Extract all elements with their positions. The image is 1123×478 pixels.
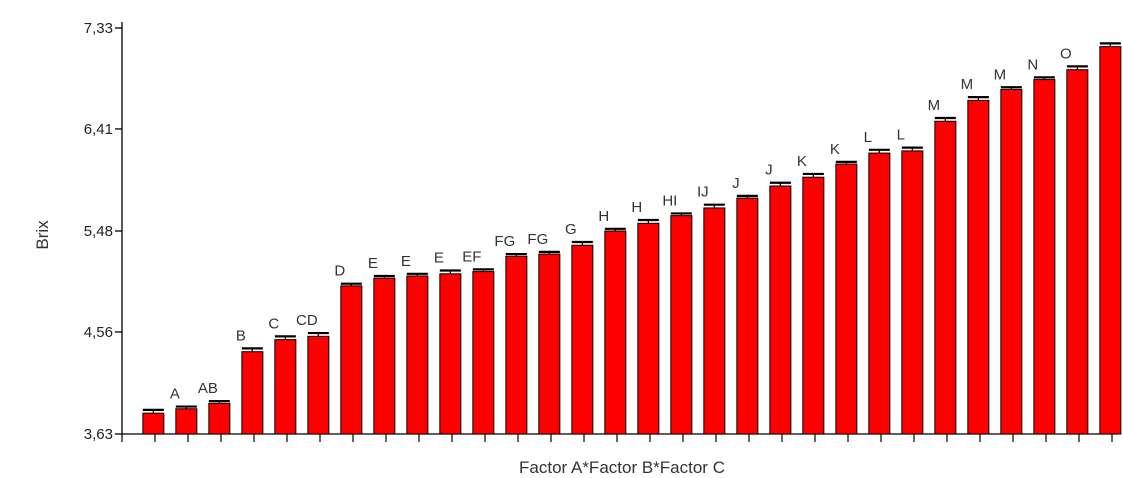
letter-background [491, 232, 518, 251]
significance-letter: H [598, 208, 609, 225]
significance-letter: G [565, 221, 577, 238]
letter-background [794, 151, 810, 170]
letter-background [365, 253, 381, 272]
letter-background [167, 384, 183, 403]
bar [175, 408, 198, 435]
bar [373, 277, 396, 435]
letter-background [266, 314, 282, 333]
significance-letter: J [765, 162, 773, 179]
bar [406, 275, 429, 435]
bar [670, 215, 693, 435]
letter-background [194, 379, 221, 398]
y-axis-title: Brix [33, 220, 52, 250]
bar [208, 402, 231, 435]
significance-letter: IJ [697, 184, 709, 201]
letter-background [332, 261, 348, 280]
y-tick-label: 7,33 [84, 20, 113, 37]
letter-background [431, 248, 447, 267]
significance-letter: N [1027, 56, 1038, 73]
plot-area: 3,63 4,56 5,48 6,41 7,33 A AB B C CD D E E E EF FG FG G H H… [84, 20, 1122, 443]
bar [1033, 79, 1056, 435]
bar [142, 412, 165, 435]
bar [604, 230, 627, 435]
bar [505, 255, 528, 435]
bar [769, 185, 792, 435]
significance-letter: E [368, 255, 378, 272]
significance-letter: EF [462, 248, 481, 265]
significance-letter: FG [494, 233, 515, 250]
letter-background [926, 95, 942, 114]
x-axis-title: Factor A*Factor B*Factor C [519, 458, 725, 477]
bar [967, 99, 990, 435]
y-tick-label: 6,41 [84, 121, 113, 138]
letter-background [293, 311, 320, 330]
y-tick-label: 4,56 [84, 324, 113, 341]
significance-letter: M [994, 66, 1007, 83]
letter-background [1025, 55, 1041, 74]
bar [934, 120, 957, 435]
significance-letter: L [897, 127, 905, 144]
letter-background [860, 127, 876, 146]
bar [472, 271, 495, 435]
bar [637, 222, 660, 435]
significance-letter: HI [662, 192, 677, 209]
bar [835, 163, 858, 435]
letter-background [1058, 44, 1074, 63]
significance-letter: C [268, 315, 279, 332]
significance-letter: FG [527, 231, 548, 248]
letter-background [524, 229, 551, 248]
letter-background [458, 247, 485, 266]
bar [868, 152, 891, 435]
bar [340, 285, 363, 435]
letter-background [629, 198, 645, 217]
significance-letter: E [401, 253, 411, 270]
significance-letter: AB [198, 380, 218, 397]
significance-letter: CD [296, 312, 318, 329]
letter-background [656, 191, 683, 210]
letter-background [893, 125, 909, 144]
significance-letter: A [170, 386, 180, 403]
bar [901, 150, 924, 435]
bar [736, 197, 759, 435]
letter-background [728, 173, 744, 192]
letter-background [233, 326, 249, 345]
letter-background [761, 160, 777, 179]
letter-background [563, 219, 579, 238]
significance-letter: D [334, 263, 345, 280]
significance-letter: K [830, 141, 840, 158]
significance-letter: E [434, 250, 444, 267]
significance-letter: H [631, 199, 642, 216]
significance-letter: M [928, 97, 941, 114]
bar [439, 273, 462, 435]
bar [1066, 69, 1089, 435]
significance-letter: J [732, 175, 740, 192]
bar [538, 253, 561, 435]
letter-background [992, 65, 1008, 84]
significance-letter: B [236, 327, 246, 344]
significance-letter: O [1060, 45, 1072, 62]
bar [1099, 46, 1122, 435]
letter-background [596, 206, 612, 225]
y-tick-label: 5,48 [84, 223, 113, 240]
letter-background [959, 75, 975, 94]
bar [1000, 88, 1023, 435]
significance-letter: K [797, 153, 807, 170]
y-tick-label: 3,63 [84, 426, 113, 443]
bar [703, 207, 726, 435]
significance-letter: M [961, 76, 974, 93]
significance-letter: L [864, 129, 872, 146]
bar [307, 335, 330, 435]
letter-background [827, 139, 843, 158]
letter-background [398, 251, 414, 270]
bar [802, 176, 825, 435]
bar [571, 244, 594, 435]
bar [274, 339, 297, 435]
bar [241, 351, 264, 435]
letter-background [689, 182, 716, 201]
